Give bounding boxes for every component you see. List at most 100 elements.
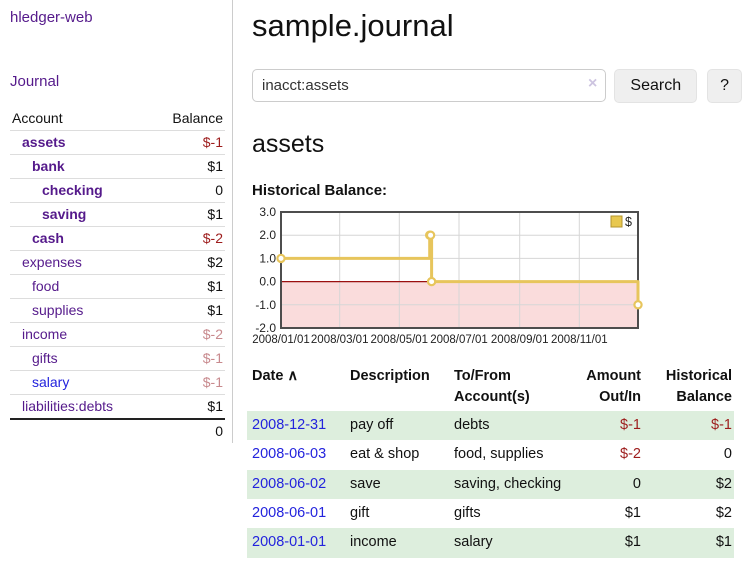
account-balance: $1 <box>150 274 225 299</box>
register-header-description: Description <box>350 368 430 384</box>
register-row: 2008-06-03 eat & shop food, supplies $-2… <box>247 440 734 469</box>
transaction-amount: $1 <box>624 504 641 521</box>
search-input-wrap: × <box>252 69 607 103</box>
account-link-salary[interactable]: salary <box>32 374 70 390</box>
account-link-checking[interactable]: checking <box>42 182 103 198</box>
accounts-header-balance: Balance <box>150 107 225 131</box>
account-link-cash[interactable]: cash <box>32 230 64 246</box>
svg-text:3.0: 3.0 <box>259 205 276 219</box>
register-header-amount: Amount Out/In <box>586 368 641 406</box>
account-link-gifts[interactable]: gifts <box>32 350 58 366</box>
account-row-salary: salary $-1 <box>10 370 225 395</box>
transaction-date-link[interactable]: 2008-06-01 <box>252 504 327 521</box>
search-input[interactable] <box>252 69 607 102</box>
sidebar: hledger-web Journal Account Balance asse… <box>0 0 233 443</box>
account-balance: $1 <box>150 154 225 179</box>
account-row-saving: saving $1 <box>10 202 225 227</box>
transaction-description: eat & shop <box>350 446 420 463</box>
sort-ascending-icon: ∧ <box>287 368 299 384</box>
register-header-accounts: To/From Account(s) <box>454 368 530 406</box>
account-link-income[interactable]: income <box>22 326 68 342</box>
transaction-accounts: food, supplies <box>454 446 544 463</box>
accounts-header-row: Account Balance <box>10 107 225 131</box>
account-row-assets: assets $-1 <box>10 130 225 155</box>
account-row-food: food $1 <box>10 274 225 299</box>
svg-text:2008/09/01: 2008/09/01 <box>491 334 549 346</box>
svg-text:2008/11/01: 2008/11/01 <box>551 334 608 346</box>
svg-text:-2.0: -2.0 <box>255 321 276 335</box>
transaction-balance: $1 <box>715 534 732 551</box>
transaction-description: pay off <box>350 417 394 434</box>
account-link-assets[interactable]: assets <box>22 134 66 150</box>
account-row-bank: bank $1 <box>10 154 225 179</box>
svg-text:2008/07/01: 2008/07/01 <box>430 334 488 346</box>
account-balance: $2 <box>150 250 225 275</box>
register-row: 2008-06-02 save saving, checking 0 $2 <box>247 469 734 499</box>
search-form: × Search ? <box>252 69 742 103</box>
account-link-supplies[interactable]: supplies <box>32 302 84 318</box>
account-link-bank[interactable]: bank <box>32 158 65 174</box>
clear-search-icon[interactable]: × <box>588 75 598 92</box>
accounts-total-row: 0 <box>10 418 225 443</box>
register-row: 2008-06-01 gift gifts $1 $2 <box>247 499 734 528</box>
transaction-description: save <box>350 475 381 492</box>
account-link-liabilities-debts[interactable]: liabilities:debts <box>22 398 114 414</box>
transaction-amount: $-2 <box>620 446 641 463</box>
account-row-income: income $-2 <box>10 322 225 347</box>
register-header-balance: Historical Balance <box>665 368 732 406</box>
transaction-date-link[interactable]: 2008-01-01 <box>252 534 327 551</box>
svg-text:2008/01/01: 2008/01/01 <box>252 334 310 346</box>
transaction-balance: $2 <box>715 504 732 521</box>
nav-journal-link[interactable]: Journal <box>10 73 60 90</box>
account-row-checking: checking 0 <box>10 178 225 203</box>
help-button[interactable]: ? <box>707 69 742 103</box>
transaction-date-link[interactable]: 2008-06-02 <box>252 475 327 492</box>
svg-text:2.0: 2.0 <box>259 228 276 242</box>
transaction-amount: 0 <box>632 475 641 492</box>
register-header-row: Date ∧ Description To/From Account(s) Amo… <box>247 363 734 411</box>
account-link-expenses[interactable]: expenses <box>22 254 82 270</box>
transaction-balance: $-1 <box>711 417 732 434</box>
main-content: sample.journal × Search ? assets Histori… <box>247 0 742 558</box>
account-balance: $-1 <box>150 346 225 371</box>
account-balance: $1 <box>150 298 225 323</box>
account-row-liabilities-debts: liabilities:debts $1 <box>10 394 225 420</box>
account-link-saving[interactable]: saving <box>42 206 87 222</box>
account-balance: $-2 <box>150 226 225 251</box>
account-balance: $1 <box>150 202 225 227</box>
transaction-accounts: saving, checking <box>454 475 562 492</box>
transaction-accounts: debts <box>454 417 490 434</box>
brand-link[interactable]: hledger-web <box>10 9 93 26</box>
account-balance: $-1 <box>150 130 225 155</box>
svg-text:0.0: 0.0 <box>259 275 276 289</box>
page-title: sample.journal <box>252 8 454 43</box>
register-row: 2008-01-01 income salary $1 $1 <box>247 528 734 558</box>
search-button[interactable]: Search <box>614 69 698 103</box>
transaction-balance: $2 <box>715 475 732 492</box>
account-balance: $-2 <box>150 322 225 347</box>
transaction-description: income <box>350 534 397 551</box>
transaction-accounts: gifts <box>454 504 481 521</box>
register-table: Date ∧ Description To/From Account(s) Amo… <box>247 363 734 558</box>
svg-text:2008/05/01: 2008/05/01 <box>371 334 429 346</box>
account-balance: $-1 <box>150 370 225 395</box>
account-row-cash: cash $-2 <box>10 226 225 251</box>
account-row-supplies: supplies $1 <box>10 298 225 323</box>
transaction-balance: 0 <box>723 446 732 463</box>
account-balance: $1 <box>150 394 225 420</box>
chart-title: Historical Balance: <box>252 182 388 199</box>
account-heading: assets <box>252 130 325 158</box>
transaction-date-link[interactable]: 2008-12-31 <box>252 417 327 434</box>
register-header-date[interactable]: Date ∧ <box>252 368 299 384</box>
account-balance: 0 <box>150 178 225 203</box>
accounts-total-value: 0 <box>150 418 225 443</box>
accounts-table: Account Balance assets $-1 bank $1 check… <box>10 107 225 443</box>
account-link-food[interactable]: food <box>32 278 60 294</box>
svg-text:1.0: 1.0 <box>259 251 276 265</box>
register-row: 2008-12-31 pay off debts $-1 $-1 <box>247 411 734 441</box>
transaction-date-link[interactable]: 2008-06-03 <box>252 446 327 463</box>
accounts-header-account: Account <box>10 107 151 131</box>
svg-text:-1.0: -1.0 <box>255 298 276 312</box>
svg-text:2008/03/01: 2008/03/01 <box>311 334 369 346</box>
